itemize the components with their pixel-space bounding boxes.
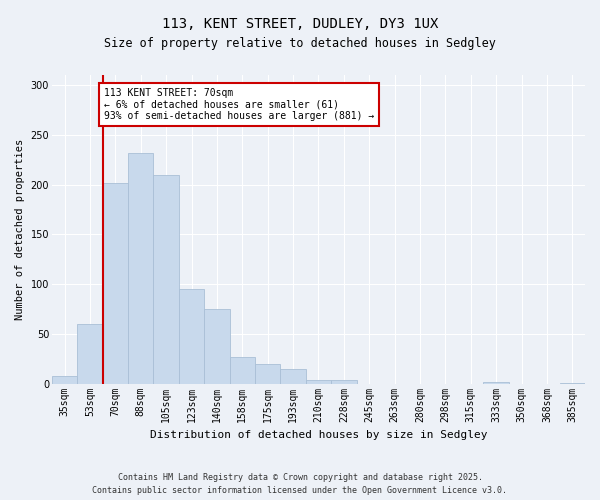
Bar — [77, 324, 103, 384]
Bar — [280, 368, 306, 384]
X-axis label: Distribution of detached houses by size in Sedgley: Distribution of detached houses by size … — [150, 430, 487, 440]
Bar — [179, 289, 204, 384]
Text: Size of property relative to detached houses in Sedgley: Size of property relative to detached ho… — [104, 38, 496, 51]
Bar — [103, 182, 128, 384]
Bar — [484, 382, 509, 384]
Bar — [306, 380, 331, 384]
Bar — [154, 174, 179, 384]
Bar — [52, 376, 77, 384]
Bar — [204, 309, 230, 384]
Bar — [128, 152, 154, 384]
Text: Contains HM Land Registry data © Crown copyright and database right 2025.
Contai: Contains HM Land Registry data © Crown c… — [92, 474, 508, 495]
Text: 113 KENT STREET: 70sqm
← 6% of detached houses are smaller (61)
93% of semi-deta: 113 KENT STREET: 70sqm ← 6% of detached … — [104, 88, 374, 121]
Y-axis label: Number of detached properties: Number of detached properties — [15, 138, 25, 320]
Text: 113, KENT STREET, DUDLEY, DY3 1UX: 113, KENT STREET, DUDLEY, DY3 1UX — [162, 18, 438, 32]
Bar — [560, 382, 585, 384]
Bar — [255, 364, 280, 384]
Bar — [230, 357, 255, 384]
Bar — [331, 380, 356, 384]
